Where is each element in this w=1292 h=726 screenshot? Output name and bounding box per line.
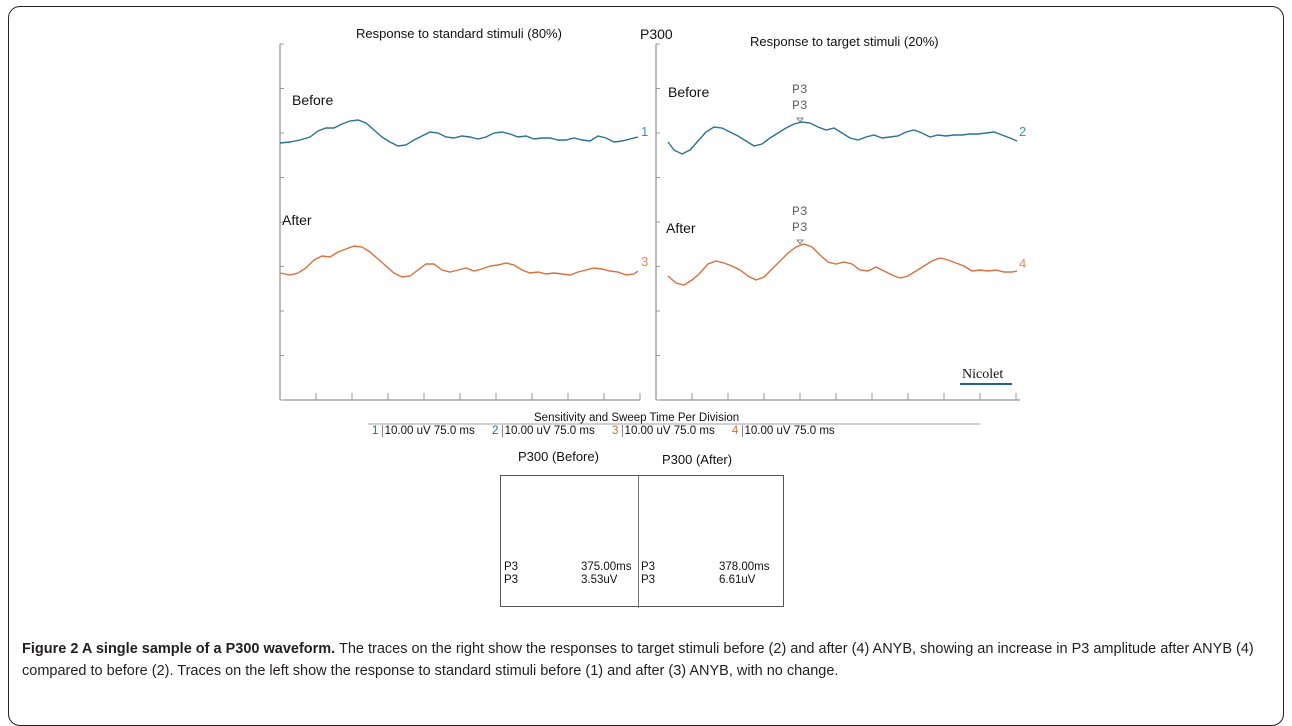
channel-4-setting: 10.00 uV 75.0 ms xyxy=(741,425,835,437)
label-before-left: Before xyxy=(292,92,334,108)
summary-after-title: P300 (After) xyxy=(662,452,733,467)
channel-2-num: 2 xyxy=(491,425,499,437)
peak-label-after-2: P3 xyxy=(792,220,808,235)
channel-2-setting: 10.00 uV 75.0 ms xyxy=(501,425,595,437)
axis-ticks xyxy=(280,43,1017,401)
peak-label-before-1: P3 xyxy=(792,82,808,97)
label-before-right: Before xyxy=(668,84,710,100)
channel-settings-row: 1 10.00 uV 75.0 ms 2 10.00 uV 75.0 ms 3 … xyxy=(372,425,835,437)
channel-1-num: 1 xyxy=(372,425,379,437)
peak-label-before-2: P3 xyxy=(792,98,808,113)
trace-3-after-standard xyxy=(279,245,639,278)
summary-box: P3 375.00ms P3 3.53uV P3 378.00ms P3 6.6… xyxy=(500,475,784,608)
title-standard-stimuli: Response to standard stimuli (80%) xyxy=(356,26,562,41)
label-after-left: After xyxy=(282,212,312,228)
sensitivity-title: Sensitivity and Sweep Time Per Division xyxy=(534,412,740,424)
caption-text: The traces on the right show the respons… xyxy=(22,641,1254,679)
trace-number-2: 2 xyxy=(1019,124,1027,139)
summary-after-value-2: 6.61uV xyxy=(719,574,756,586)
summary-after-value-1: 378.00ms xyxy=(719,561,770,573)
trace-number-4: 4 xyxy=(1019,256,1027,271)
trace-4-after-target xyxy=(667,243,1018,286)
channel-4-num: 4 xyxy=(731,425,739,437)
figure-caption: Figure 2 A single sample of a P300 wavef… xyxy=(22,638,1272,682)
summary-after-label-2: P3 xyxy=(641,574,656,586)
trace-1-before-standard xyxy=(279,119,639,147)
summary-after-label-1: P3 xyxy=(641,561,656,573)
trace-2-before-target xyxy=(667,121,1018,155)
caption-label: Figure 2 A single sample of a P300 wavef… xyxy=(22,641,336,657)
peak-marker-after xyxy=(796,239,804,245)
summary-before-title: P300 (Before) xyxy=(518,449,599,464)
channel-1-setting: 10.00 uV 75.0 ms xyxy=(381,425,475,437)
summary-before-label-1: P3 xyxy=(504,561,519,573)
title-p300: P300 xyxy=(640,26,673,42)
peak-label-after-1: P3 xyxy=(792,204,808,219)
summary-before-value-2: 3.53uV xyxy=(581,574,618,586)
summary-divider xyxy=(638,476,639,608)
trace-number-3: 3 xyxy=(641,254,649,269)
title-target-stimuli: Response to target stimuli (20%) xyxy=(750,34,939,49)
summary-before-value-1: 375.00ms xyxy=(581,561,632,573)
label-after-right: After xyxy=(666,220,696,236)
summary-before-label-2: P3 xyxy=(504,574,519,586)
left-panel-axes xyxy=(279,44,1020,401)
channel-3-setting: 10.00 uV 75.0 ms xyxy=(621,425,715,437)
peak-marker-before xyxy=(796,117,804,123)
brand-nicolet: Nicolet xyxy=(962,367,1004,382)
trace-number-1: 1 xyxy=(641,124,649,139)
channel-3-num: 3 xyxy=(611,425,619,437)
